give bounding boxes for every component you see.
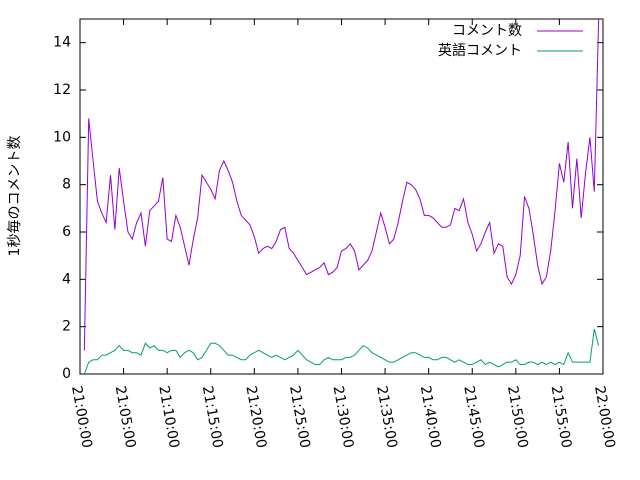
legend-label: 英語コメント [438, 42, 522, 59]
x-tick-label: 21:05:00 [112, 385, 139, 450]
x-tick-label: 22:00:00 [591, 385, 618, 450]
plot-area [83, 19, 600, 374]
x-tick-label: 21:20:00 [242, 385, 269, 450]
y-tick-label: 8 [62, 177, 71, 193]
x-tick-label: 21:50:00 [504, 385, 531, 450]
legend-label: コメント数 [452, 23, 522, 39]
x-tick-label: 21:10:00 [155, 385, 182, 450]
x-tick-label: 21:40:00 [417, 385, 444, 450]
x-tick-label: 21:25:00 [286, 385, 313, 450]
y-tick-label: 0 [62, 366, 71, 382]
y-tick-label: 6 [62, 224, 71, 240]
series-line [83, 328, 600, 374]
x-tick-label: 21:35:00 [373, 385, 400, 450]
y-axis-label: 1秒毎のコメント数 [7, 136, 23, 257]
x-tick-label: 21:15:00 [199, 385, 226, 450]
y-tick-label: 2 [62, 319, 71, 335]
y-tick-label: 14 [53, 35, 71, 51]
x-tick-label: 21:45:00 [460, 385, 487, 450]
x-tick-label: 21:00:00 [68, 385, 95, 450]
x-tick-label: 21:30:00 [330, 385, 357, 450]
y-tick-label: 4 [62, 271, 71, 287]
x-tick-label: 21:55:00 [548, 385, 575, 450]
y-tick-label: 10 [53, 129, 71, 145]
y-tick-label: 12 [53, 82, 71, 98]
series-line [83, 19, 600, 351]
